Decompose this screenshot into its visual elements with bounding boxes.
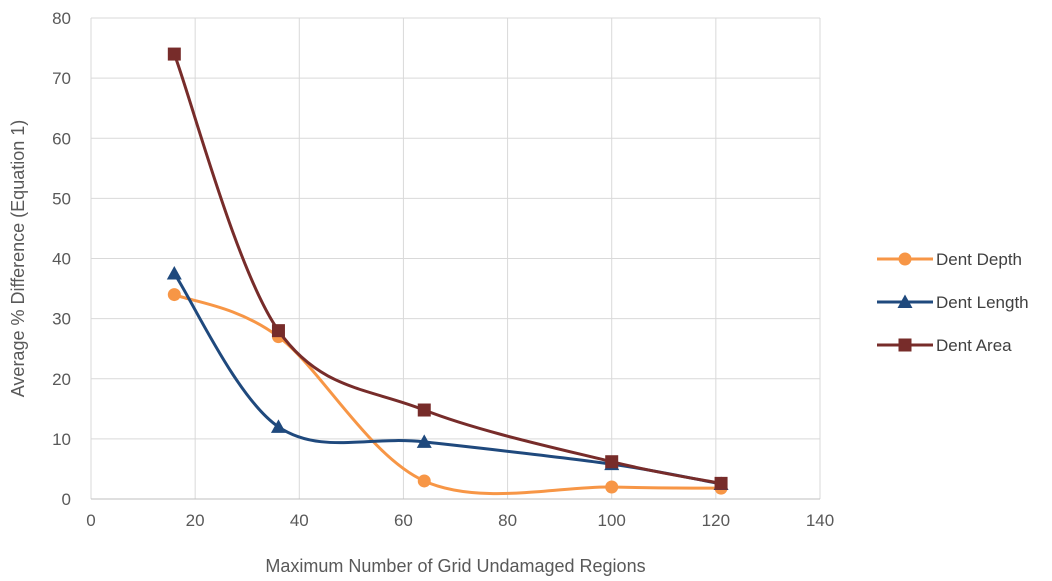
- x-tick-labels: 0 20 40 60 80 100 120 140: [86, 511, 834, 530]
- y-tick-label-1: 10: [52, 430, 71, 449]
- series-group: [166, 47, 729, 496]
- x-tick-label-7: 140: [806, 511, 834, 530]
- x-tick-label-4: 80: [498, 511, 517, 530]
- data-point-dent-area-4: [714, 476, 728, 490]
- legend-marker-dent-depth: [898, 252, 912, 266]
- y-tick-label-8: 80: [52, 9, 71, 28]
- y-tick-label-0: 0: [62, 490, 71, 509]
- legend-label-dent-length: Dent Length: [936, 293, 1029, 312]
- legend-marker-dent-area: [898, 338, 912, 352]
- legend: Dent Depth Dent Length Dent Area: [877, 250, 1029, 355]
- data-point-dent-area-2: [417, 403, 431, 417]
- x-tick-label-2: 40: [290, 511, 309, 530]
- series-dent-area: [167, 47, 728, 490]
- x-tick-label-1: 20: [186, 511, 205, 530]
- y-tick-label-4: 40: [52, 250, 71, 269]
- legend-item-dent-area: Dent Area: [877, 336, 1012, 355]
- legend-item-dent-length: Dent Length: [877, 293, 1029, 312]
- series-line-dent-depth: [173, 293, 722, 496]
- data-point-dent-length-0: [166, 266, 182, 280]
- y-tick-label-6: 60: [52, 129, 71, 148]
- gridlines: [90, 17, 821, 500]
- legend-marker-dent-length: [897, 294, 913, 308]
- data-point-dent-area-0: [167, 47, 181, 61]
- x-tick-label-0: 0: [86, 511, 95, 530]
- data-point-dent-length-2: [416, 434, 432, 448]
- series-dent-length: [166, 266, 729, 490]
- series-line-dent-area: [172, 53, 722, 485]
- y-axis-title: Average % Difference (Equation 1): [8, 120, 28, 398]
- y-tick-label-2: 20: [52, 370, 71, 389]
- data-point-dent-area-1: [271, 324, 285, 338]
- data-point-dent-depth-2: [417, 474, 431, 488]
- y-tick-label-7: 70: [52, 69, 71, 88]
- data-point-dent-depth-3: [605, 480, 619, 494]
- legend-label-dent-depth: Dent Depth: [936, 250, 1022, 269]
- x-tick-label-5: 100: [598, 511, 626, 530]
- x-tick-label-6: 120: [702, 511, 730, 530]
- data-point-dent-area-3: [605, 455, 619, 469]
- x-tick-label-3: 60: [394, 511, 413, 530]
- y-tick-label-5: 50: [52, 189, 71, 208]
- legend-item-dent-depth: Dent Depth: [877, 250, 1022, 269]
- data-point-dent-length-1: [270, 419, 286, 433]
- x-axis-title: Maximum Number of Grid Undamaged Regions: [265, 556, 645, 576]
- y-tick-labels: 0 10 20 30 40 50 60 70 80: [52, 9, 71, 509]
- data-point-dent-depth-0: [167, 288, 181, 302]
- legend-label-dent-area: Dent Area: [936, 336, 1012, 355]
- y-tick-label-3: 30: [52, 310, 71, 329]
